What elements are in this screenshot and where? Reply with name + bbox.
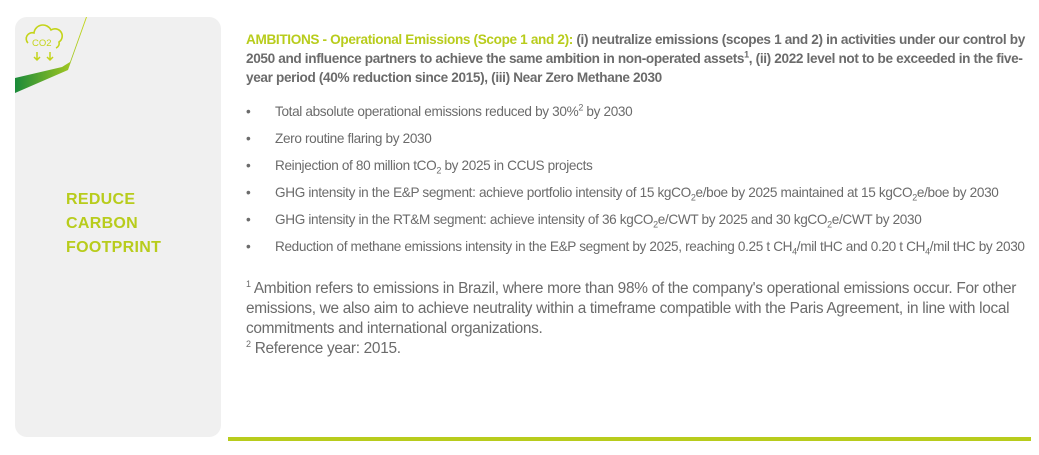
footnote: 1 Ambition refers to emissions in Brazil… [246,279,1031,339]
subscript: 2 [653,219,658,230]
down-arrows [33,52,54,62]
title-line: FOOTPRINT [66,239,162,256]
footnote-ref: 1 [744,49,749,60]
ambitions-paragraph: AMBITIONS - Operational Emissions (Scope… [246,30,1031,87]
co2-cloud-down-icon: CO2 [15,17,87,93]
bullet-item: Zero routine flaring by 2030 [246,130,1031,148]
bullet-text: e/boe by 2030 [916,185,999,200]
bullet-list: Total absolute operational emissions red… [246,103,1031,256]
bullet-text: by 2030 [582,104,633,119]
subscript: 4 [925,246,930,257]
bullet-text: GHG intensity in the E&P segment: achiev… [275,185,691,200]
bullet-item: GHG intensity in the E&P segment: achiev… [246,184,1031,202]
section-title: REDUCE CARBON FOOTPRINT [66,188,161,260]
bullet-text: e/CWT by 2025 and 30 kgCO [657,212,828,227]
subscript: 2 [912,192,917,203]
bullet-text: /mil tHC and 0.20 t CH [796,239,926,254]
ambitions-text: , (ii) 2022 level not to be exceeded in … [246,51,1023,85]
bullet-text: by 2025 in CCUS projects [441,158,593,173]
bullet-item: Reduction of methane emissions intensity… [246,238,1031,256]
bullet-item: Total absolute operational emissions red… [246,103,1031,121]
sidebar-panel [15,17,221,437]
bullet-text: Reduction of methane emissions intensity… [275,239,793,254]
footnote-mark: 2 [246,338,251,349]
subscript: 2 [436,165,442,176]
subscript: 2 [827,219,832,230]
bottom-rule [228,437,1031,441]
bullet-text: /mil tHC by 2030 [929,239,1025,254]
swoosh-shape [15,17,87,93]
subscript: 2 [690,192,696,203]
ambitions-label: AMBITIONS - Operational Emissions (Scope… [246,32,573,47]
bullet-text: e/CWT by 2030 [831,212,922,227]
bullet-item: Reinjection of 80 million tCO2 by 2025 i… [246,157,1031,175]
bullet-item: GHG intensity in the RT&M segment: achie… [246,211,1031,229]
bullet-text: e/boe by 2025 maintained at 15 kgCO [695,185,913,200]
title-line: REDUCE [66,191,136,208]
footnote-mark: 1 [246,278,251,289]
footnote-text: Reference year: 2015. [250,340,401,357]
bullet-text: GHG intensity in the RT&M segment: achie… [275,212,654,227]
bullet-text: Total absolute operational emissions red… [275,104,579,119]
ambitions-text: (i) neutralize emissions (scopes 1 and 2… [246,32,1025,66]
bullet-text: Reinjection of 80 million tCO [275,158,437,173]
bullet-text: Zero routine flaring by 2030 [275,131,432,146]
subscript: 2 [578,102,583,113]
footnotes: 1 Ambition refers to emissions in Brazil… [246,279,1031,359]
cloud-outline [25,24,63,49]
footnote-text: Ambition refers to emissions in Brazil, … [246,280,1017,337]
footnote: 2 Reference year: 2015. [246,339,1031,359]
content: AMBITIONS - Operational Emissions (Scope… [246,30,1031,359]
co2-icon-text: CO2 [32,38,52,49]
title-line: CARBON [66,215,139,232]
subscript: 4 [792,246,797,257]
